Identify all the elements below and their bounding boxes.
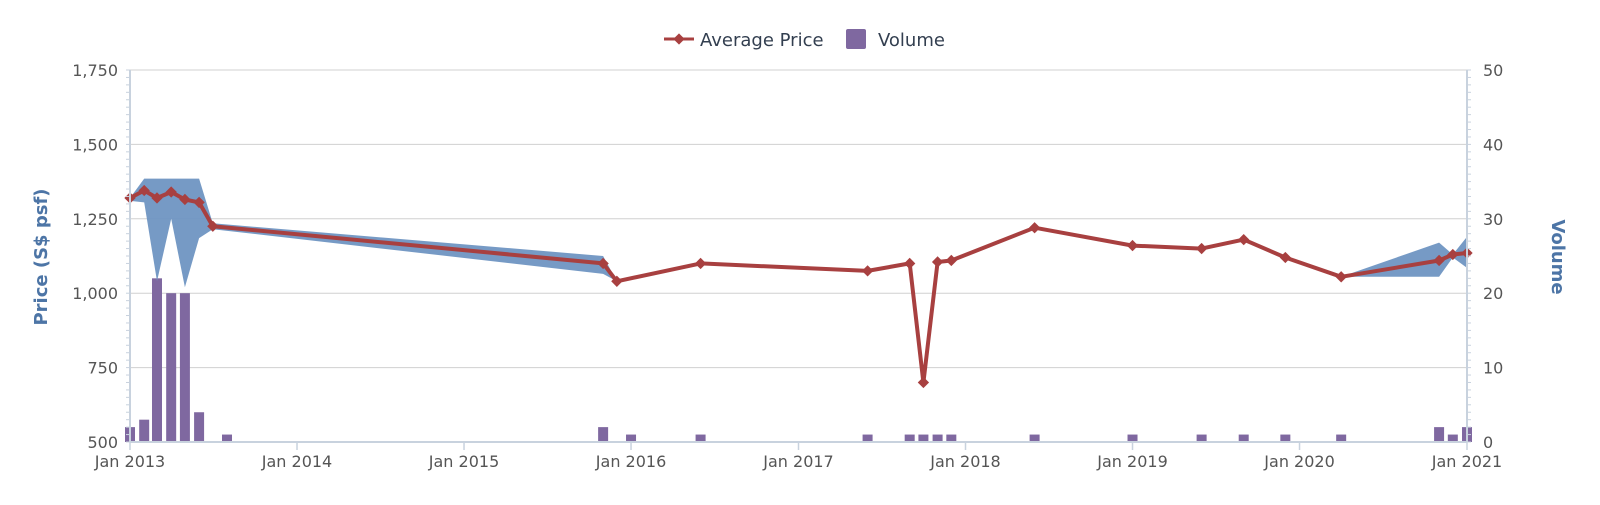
x-tick-label: Jan 2021: [1431, 452, 1502, 471]
volume-bar[interactable]: [904, 434, 915, 442]
price-point-marker[interactable]: [1126, 239, 1139, 252]
volume-bar[interactable]: [166, 293, 177, 442]
price-point-marker[interactable]: [597, 257, 609, 270]
y-left-tick-label: 750: [87, 359, 118, 378]
price-point-marker[interactable]: [1028, 222, 1041, 234]
y-right-tick-label: 0: [1483, 433, 1493, 452]
volume-bar[interactable]: [1196, 434, 1207, 442]
legend-label-volume: Volume: [878, 30, 945, 51]
axes: 500 750 1,000 1,250 1,500 1,750 0 10 20 30 40 50 Jan…: [72, 61, 1503, 471]
price-range-band: [1341, 236, 1467, 277]
y-left-tick-label: 1,750: [72, 61, 118, 80]
volume-bar[interactable]: [179, 293, 190, 442]
y-left-tick-label: 1,500: [72, 135, 118, 154]
volume-bar[interactable]: [626, 434, 637, 442]
volume-bar[interactable]: [862, 434, 873, 442]
x-tick-label: Jan 2019: [1096, 452, 1167, 471]
price-point-marker[interactable]: [1279, 251, 1292, 264]
volume-bar[interactable]: [194, 412, 205, 442]
price-point-marker[interactable]: [1238, 233, 1250, 246]
volume-bar[interactable]: [1447, 434, 1458, 442]
square-icon: [846, 29, 866, 49]
price-point-marker[interactable]: [179, 193, 191, 206]
legend-label-average-price: Average Price: [700, 30, 824, 51]
volume-bar[interactable]: [222, 434, 233, 442]
volume-bar[interactable]: [139, 419, 150, 442]
price-point-marker[interactable]: [207, 220, 219, 232]
price-range-area: [130, 178, 1467, 288]
price-point-marker[interactable]: [611, 275, 623, 287]
volume-bar[interactable]: [151, 278, 162, 442]
volume-bar[interactable]: [932, 434, 943, 442]
y-right-tick-label: 40: [1483, 135, 1503, 154]
y-right-tick-label: 30: [1483, 210, 1503, 229]
x-tick-label: Jan 2016: [595, 452, 666, 471]
volume-bar[interactable]: [1029, 434, 1040, 442]
price-point-marker[interactable]: [945, 254, 957, 267]
y-right-tick-label: 20: [1483, 284, 1503, 303]
price-point-marker[interactable]: [861, 265, 874, 277]
price-point-marker[interactable]: [694, 257, 707, 270]
x-tick-label: Jan 2018: [929, 452, 1000, 471]
x-tick-label: Jan 2014: [261, 452, 332, 471]
y-left-tick-label: 1,000: [72, 284, 118, 303]
y-left-tick-label: 500: [87, 433, 118, 452]
y-axis-right-title: Volume: [1547, 219, 1568, 294]
volume-bar[interactable]: [1280, 434, 1291, 442]
price-point-marker[interactable]: [904, 257, 916, 270]
y-axis-left-title: Price (S$ psf): [31, 188, 52, 325]
volume-bar[interactable]: [695, 434, 706, 442]
volume-bar[interactable]: [598, 427, 609, 442]
x-tick-label: Jan 2013: [94, 452, 165, 471]
volume-bar[interactable]: [1127, 434, 1138, 442]
price-point-marker[interactable]: [165, 186, 177, 198]
grid-lines: [130, 69, 1467, 443]
legend-item-average-price[interactable]: Average Price: [664, 30, 824, 51]
volume-bar[interactable]: [918, 434, 929, 442]
price-point-marker[interactable]: [193, 196, 205, 209]
legend-item-volume[interactable]: Volume: [846, 29, 945, 51]
average-price-line: [124, 184, 1473, 389]
price-range-band: [130, 178, 617, 288]
x-tick-label: Jan 2020: [1263, 452, 1334, 471]
price-point-marker[interactable]: [138, 184, 150, 197]
price-point-marker[interactable]: [1335, 271, 1347, 283]
x-tick-label: Jan 2015: [428, 452, 499, 471]
price-point-marker[interactable]: [1433, 254, 1445, 267]
volume-bar[interactable]: [1336, 434, 1347, 442]
price-point-marker[interactable]: [1195, 242, 1208, 255]
x-tick-label: Jan 2017: [762, 452, 833, 471]
volume-bar[interactable]: [1238, 434, 1249, 442]
price-point-marker[interactable]: [1447, 248, 1459, 261]
volume-bar[interactable]: [946, 434, 957, 442]
legend[interactable]: Average Price Volume: [664, 29, 945, 51]
y-right-tick-label: 50: [1483, 61, 1503, 80]
volume-bars: [125, 278, 1472, 442]
volume-bar[interactable]: [1434, 427, 1445, 442]
y-left-tick-label: 1,250: [72, 210, 118, 229]
y-right-tick-label: 10: [1483, 359, 1503, 378]
price-point-marker[interactable]: [931, 256, 944, 268]
price-point-marker[interactable]: [151, 192, 163, 204]
line-diamond-icon-marker: [673, 33, 685, 45]
price-point-marker[interactable]: [917, 376, 930, 389]
